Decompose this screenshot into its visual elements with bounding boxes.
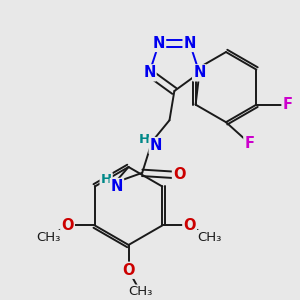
Text: O: O <box>173 167 185 182</box>
Text: F: F <box>283 97 292 112</box>
Text: CH₃: CH₃ <box>36 231 60 244</box>
Text: N: N <box>193 65 206 80</box>
Text: N: N <box>143 65 155 80</box>
Text: CH₃: CH₃ <box>197 231 221 244</box>
Text: F: F <box>244 136 254 151</box>
Text: N: N <box>150 138 162 153</box>
Text: N: N <box>111 179 123 194</box>
Text: H: H <box>100 173 112 186</box>
Text: O: O <box>122 263 135 278</box>
Text: CH₃: CH₃ <box>128 285 152 298</box>
Text: H: H <box>139 133 150 146</box>
Text: N: N <box>184 36 196 51</box>
Text: O: O <box>183 218 196 233</box>
Text: O: O <box>61 218 74 233</box>
Text: N: N <box>153 36 165 51</box>
